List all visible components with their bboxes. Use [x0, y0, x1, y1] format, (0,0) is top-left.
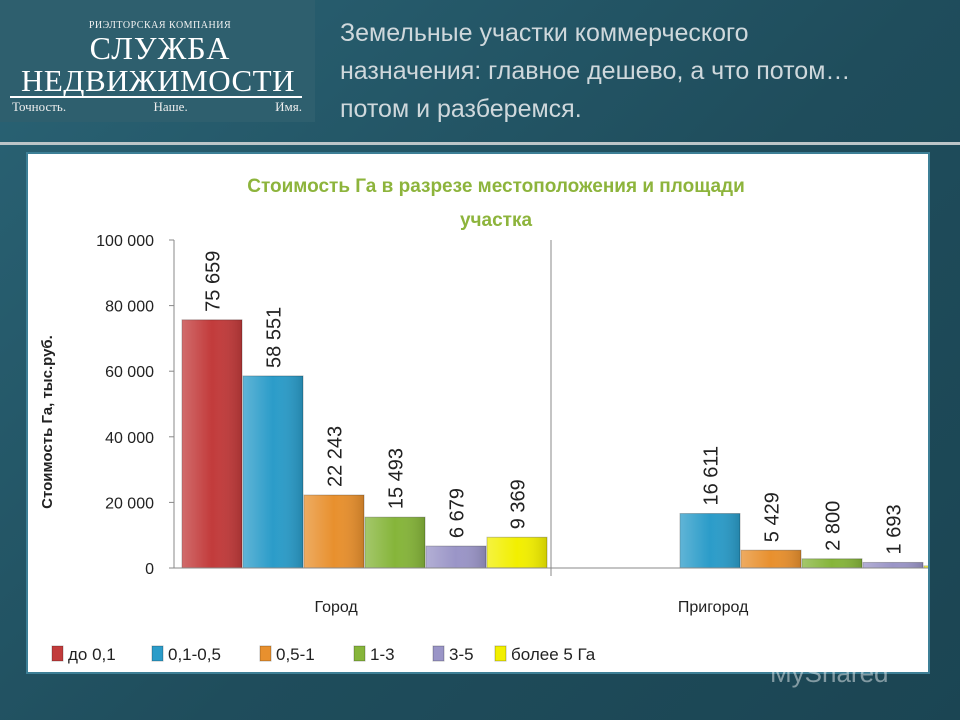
- bar-highlight: [365, 517, 425, 568]
- header-divider: [0, 142, 960, 145]
- watermark: MyShared: [770, 658, 889, 688]
- data-label: 1 693: [884, 504, 906, 554]
- data-label: 9 369: [508, 479, 530, 529]
- bar-highlight: [863, 562, 923, 568]
- bar-highlight: [243, 375, 303, 568]
- logo-rule: [10, 96, 302, 98]
- legend-label: 3-5: [449, 645, 474, 664]
- y-axis: 0 20 000 40 000 60 000 80 000 100 000: [96, 233, 175, 578]
- slide-title: Земельные участки коммерческого назначен…: [340, 14, 940, 128]
- slide-title-line-2: назначения: главное дешево, а что потом…: [340, 57, 851, 85]
- x-category-label: Пригород: [678, 599, 749, 616]
- y-tick-label: 100 000: [96, 233, 154, 250]
- x-category-label: Город: [314, 599, 358, 616]
- legend-swatch: [353, 645, 366, 662]
- y-tick-label: 40 000: [105, 430, 154, 447]
- bar-highlight: [802, 558, 862, 568]
- y-tick-label: 20 000: [105, 495, 154, 512]
- legend-swatch: [494, 645, 507, 662]
- legend: до 0,1 0,1-0,5 0,5-1 1-3 3-5 более 5 Га: [51, 645, 596, 664]
- logo-tagline-3: Имя.: [275, 99, 302, 114]
- data-label: 2 800: [823, 501, 845, 551]
- legend-label: 0,5-1: [276, 645, 315, 664]
- chart-title-line-2: участка: [460, 210, 533, 231]
- data-label: 15 493: [386, 448, 408, 509]
- legend-label: до 0,1: [68, 645, 116, 664]
- logo-tagline: Точность. Наше. Имя.: [12, 99, 302, 115]
- chart-title-line-1: Стоимость Га в разрезе местоположения и …: [247, 176, 745, 197]
- data-label: 5 429: [762, 492, 784, 542]
- bar-highlight: [487, 537, 547, 568]
- data-label: 58 551: [264, 307, 286, 368]
- bar-highlight: [426, 546, 486, 568]
- data-label: 16 611: [701, 446, 723, 506]
- legend-swatch: [51, 645, 64, 662]
- logo-tagline-1: Точность.: [12, 99, 67, 114]
- bar-highlight: [182, 319, 242, 568]
- bar-highlight: [304, 495, 364, 568]
- data-label: 22 243: [325, 426, 347, 487]
- legend-swatch: [151, 645, 164, 662]
- legend-label: 0,1-0,5: [168, 645, 221, 664]
- logo-line-2: НЕДВИЖИМОСТИ: [20, 63, 296, 98]
- legend-swatch: [259, 645, 272, 662]
- y-axis-label: Стоимость Га, тыс.руб.: [39, 335, 56, 509]
- y-tick-label: 60 000: [105, 364, 154, 381]
- legend-swatch: [432, 645, 445, 662]
- slide-title-line-3: потом и разберемся.: [340, 95, 582, 123]
- y-tick-label: 80 000: [105, 299, 154, 316]
- company-logo: РИЭЛТОРСКАЯ КОМПАНИЯ СЛУЖБА НЕДВИЖИМОСТИ…: [0, 0, 315, 122]
- logo-line-1: СЛУЖБА: [89, 30, 231, 66]
- y-tick-label: 0: [145, 561, 154, 578]
- logo-tagline-2: Наше.: [153, 99, 188, 114]
- data-label: 6 679: [447, 488, 469, 538]
- bar-highlight: [741, 550, 801, 568]
- x-axis: Город Пригород: [174, 240, 928, 616]
- bar-chart: Стоимость Га в разрезе местоположения и …: [39, 176, 960, 664]
- legend-label: 1-3: [370, 645, 395, 664]
- bar-highlight: [680, 513, 740, 568]
- chart-panel: Стоимость Га в разрезе местоположения и …: [26, 152, 960, 674]
- slide-title-line-1: Земельные участки коммерческого: [340, 19, 749, 47]
- legend-label: более 5 Га: [511, 645, 596, 664]
- data-label: 75 659: [203, 251, 225, 312]
- bars: 75 659 58 551 16 611 22 243 5 429 15 493 2 800…: [181, 251, 960, 569]
- logo-caption: РИЭЛТОРСКАЯ КОМПАНИЯ: [88, 20, 232, 31]
